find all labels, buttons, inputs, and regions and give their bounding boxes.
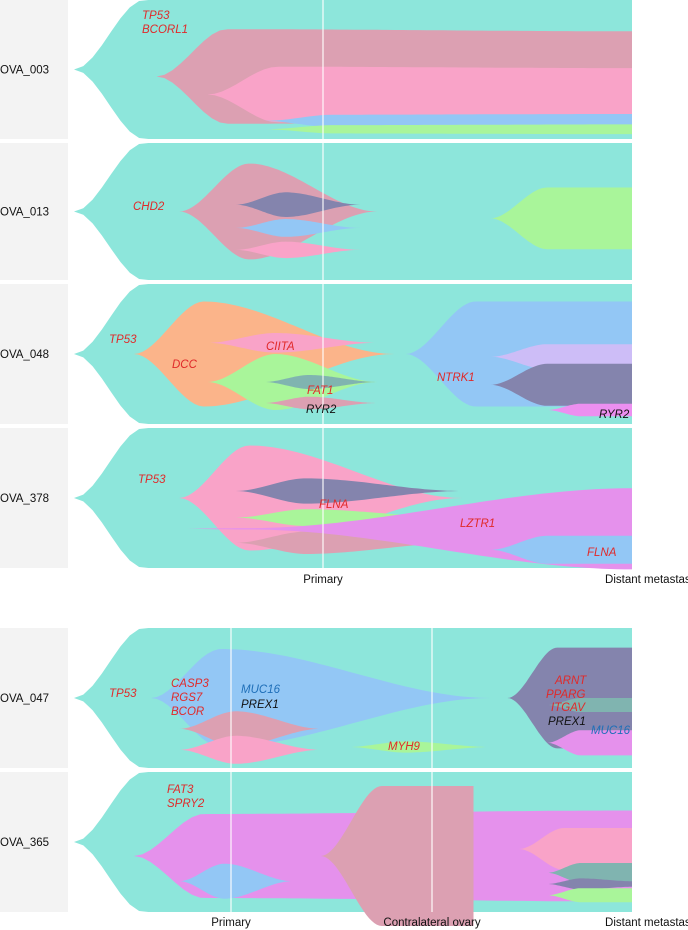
clone-OVA_365-6 (547, 863, 632, 883)
panel-background (0, 284, 68, 424)
mutation-label-prex1: PREX1 (548, 716, 586, 728)
clone-OVA_047-3 (179, 711, 321, 747)
case-label-OVA_378: OVA_378 (0, 493, 49, 505)
panel-background (0, 628, 68, 768)
clone-OVA_047-6 (507, 647, 632, 749)
mutation-label-fat3: FAT3 (167, 784, 194, 796)
mutation-label-lztr1: LZTR1 (460, 518, 495, 530)
clone-OVA_003-4 (264, 114, 632, 128)
clone-OVA_365-3 (179, 863, 293, 899)
clone-OVA_378-7 (490, 535, 632, 564)
clone-OVA_013-3 (235, 192, 361, 217)
case-panel-OVA_003: OVA_003 TP53 BCORL1 (0, 0, 632, 139)
mutation-label-muc16: MUC16 (241, 684, 281, 696)
mutation-label-ryr2: RYR2 (599, 409, 630, 421)
panel-background (0, 0, 68, 139)
mutation-label-tp53: TP53 (109, 688, 137, 700)
clone-OVA_048-9 (490, 363, 632, 406)
timepoint-label-distant-metastasis: Distant metastasis (605, 917, 688, 929)
mutation-label-rgs7: RGS7 (171, 692, 203, 704)
mutation-label-prex1: PREX1 (241, 699, 279, 711)
mutation-label-ntrk1: NTRK1 (437, 372, 475, 384)
case-panel-OVA_013: OVA_013 CHD2 (0, 143, 632, 280)
timepoint-label-primary: Primary (303, 574, 343, 586)
case-label-OVA_047: OVA_047 (0, 693, 49, 705)
mutation-label-ryr2: RYR2 (306, 404, 337, 416)
mutation-label-ciita: CIITA (266, 341, 295, 353)
mutation-label-bcorl1: BCORL1 (142, 24, 188, 36)
mutation-label-dcc: DCC (172, 359, 198, 371)
clone-OVA_003-3 (207, 66, 632, 123)
timepoint-label-contralateral-ovary: Contralateral ovary (383, 917, 480, 929)
case-label-OVA_013: OVA_013 (0, 207, 49, 219)
clone-OVA_365-4 (320, 786, 474, 926)
mutation-label-flna: FLNA (587, 547, 617, 559)
clone-OVA_047-5 (349, 741, 491, 753)
panel-background (0, 143, 68, 280)
mutation-label-pparg: PPARG (546, 689, 585, 701)
clone-OVA_048-8 (490, 344, 632, 370)
clone-OVA_013-4 (235, 219, 361, 237)
case-panel-OVA_378: OVA_378 TP53 FLNA LZTR1 FLNA (0, 428, 632, 570)
mutation-label-tp53: TP53 (138, 474, 166, 486)
clone-OVA_378-3 (235, 478, 463, 504)
panel-background (0, 772, 68, 912)
clone-OVA_048-5 (264, 375, 378, 389)
mutation-label-myh9: MYH9 (388, 741, 421, 753)
clone-OVA_048-2 (133, 301, 395, 407)
clone-OVA_003-5 (264, 124, 632, 135)
mutation-label-flna: FLNA (319, 499, 349, 511)
mutation-label-spry2: SPRY2 (167, 798, 205, 810)
timepoint-label-primary: Primary (211, 917, 251, 929)
clone-OVA_365-5 (518, 828, 632, 870)
mutation-label-tp53: TP53 (109, 334, 137, 346)
mutation-label-itgav: ITGAV (551, 702, 586, 714)
clone-OVA_365-8 (547, 888, 632, 903)
case-label-OVA_003: OVA_003 (0, 65, 49, 77)
case-panel-OVA_047: OVA_047 TP53 CASP3 RGS7 BCOR MUC16 PREX1 MYH9 AR… (0, 628, 632, 768)
mutation-label-tp53: TP53 (142, 10, 170, 22)
clone-OVA_047-4 (179, 735, 321, 764)
case-label-OVA_048: OVA_048 (0, 349, 49, 361)
clone-OVA_048-10 (547, 403, 632, 417)
clone-OVA_048-6 (264, 396, 378, 410)
panel-background (0, 428, 68, 568)
mutation-label-fat1: FAT1 (307, 385, 333, 397)
clone-OVA_047-7 (547, 698, 632, 712)
clone-OVA_013-5 (235, 241, 361, 259)
mutation-label-arnt: ARNT (554, 675, 587, 687)
mutation-label-muc16: MUC16 (591, 725, 631, 737)
case-panel-OVA_365: OVA_365 FAT3 SPRY2 (0, 772, 632, 926)
clone-OVA_048-3 (207, 333, 378, 353)
clone-OVA_365-7 (547, 878, 632, 890)
clone-OVA_013-6 (490, 187, 632, 250)
mutation-label-casp3: CASP3 (171, 678, 209, 690)
case-label-OVA_365: OVA_365 (0, 837, 49, 849)
clone-OVA_047-8 (547, 730, 632, 756)
fishplot-group-1: OVA_003 TP53 BCORL1 OVA_013 CHD2 OVA_048 TP53 D… (0, 0, 688, 586)
case-panel-OVA_048: OVA_048 TP53 DCC CIITA FAT1 RYR2 NTRK1 RYR2 (0, 284, 632, 424)
mutation-label-bcor: BCOR (171, 706, 204, 718)
fishplot-group-2: OVA_047 TP53 CASP3 RGS7 BCOR MUC16 PREX1 MYH9 AR… (0, 628, 688, 929)
clone-OVA_378-4 (235, 509, 463, 526)
clone-OVA_378-5 (235, 531, 463, 554)
mutation-label-chd2: CHD2 (133, 201, 165, 213)
timepoint-label-distant-metastasis: Distant metastasis (605, 574, 688, 586)
